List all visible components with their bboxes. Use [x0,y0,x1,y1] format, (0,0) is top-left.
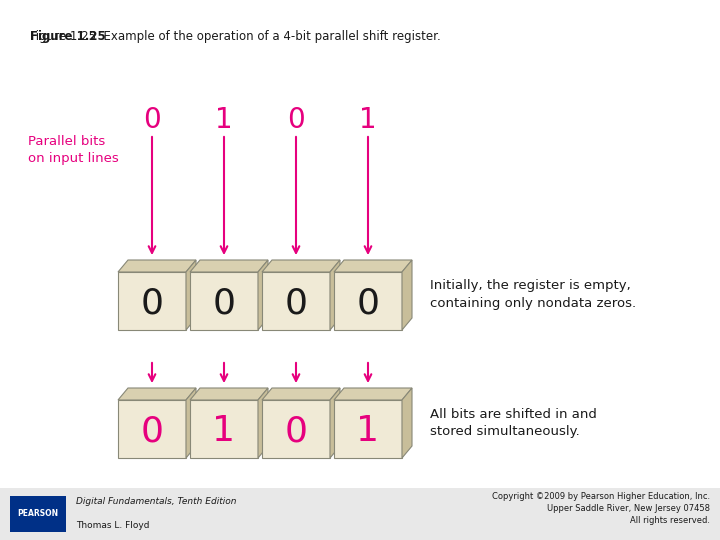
Text: 0: 0 [140,414,163,448]
Text: 0: 0 [284,414,307,448]
Text: Digital Fundamentals, Tenth Edition: Digital Fundamentals, Tenth Edition [76,497,236,506]
Polygon shape [402,260,412,330]
Bar [190,400,258,458]
Polygon shape [186,388,196,458]
Text: Upper Saddle River, New Jersey 07458: Upper Saddle River, New Jersey 07458 [547,504,710,513]
Text: Figure 1.25: Figure 1.25 [30,30,106,43]
Bar [0,488,720,540]
Text: 0: 0 [140,286,163,320]
Polygon shape [258,260,268,330]
Text: 1: 1 [356,414,379,448]
Text: Initially, the register is empty,
containing only nondata zeros.: Initially, the register is empty, contai… [430,280,636,310]
Text: 0: 0 [143,106,161,134]
Polygon shape [330,260,340,330]
Bar [10,496,66,532]
Text: Thomas L. Floyd: Thomas L. Floyd [76,521,150,530]
Polygon shape [190,260,268,272]
Bar [334,400,402,458]
Polygon shape [334,260,412,272]
Bar [262,400,330,458]
Text: 0: 0 [287,106,305,134]
Text: All bits are shifted in and
stored simultaneously.: All bits are shifted in and stored simul… [430,408,597,438]
Polygon shape [118,388,196,400]
Polygon shape [118,260,196,272]
Polygon shape [258,388,268,458]
Polygon shape [330,388,340,458]
Text: 0: 0 [212,286,235,320]
Text: Figure 1.25  Example of the operation of a 4-bit parallel shift register.: Figure 1.25 Example of the operation of … [30,30,441,43]
Text: 1: 1 [212,414,235,448]
Text: 1: 1 [215,106,233,134]
Text: PEARSON: PEARSON [17,510,58,518]
Text: All rights reserved.: All rights reserved. [630,516,710,525]
Polygon shape [262,388,340,400]
Bar [190,272,258,330]
Polygon shape [186,260,196,330]
Text: Copyright ©2009 by Pearson Higher Education, Inc.: Copyright ©2009 by Pearson Higher Educat… [492,492,710,501]
Polygon shape [402,388,412,458]
Polygon shape [334,388,412,400]
Text: 1: 1 [359,106,377,134]
Bar [262,272,330,330]
Text: Parallel bits
on input lines: Parallel bits on input lines [28,135,119,165]
Text: 0: 0 [356,286,379,320]
Bar [118,400,186,458]
Bar [334,272,402,330]
Polygon shape [262,260,340,272]
Bar [118,272,186,330]
Text: 0: 0 [284,286,307,320]
Polygon shape [190,388,268,400]
